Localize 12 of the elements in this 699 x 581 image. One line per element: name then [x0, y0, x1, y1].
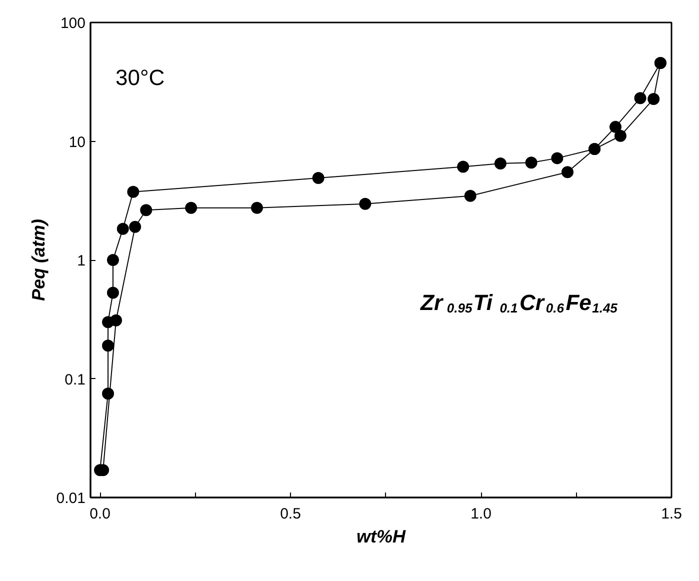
annotation: 30°C: [116, 65, 165, 90]
y-tick-label: 0.01: [56, 490, 86, 507]
y-tick-label: 100: [60, 15, 86, 32]
x-axis-title: wt%H: [356, 526, 406, 546]
y-tick-label: 10: [68, 134, 86, 151]
x-tick-label: 0.5: [280, 506, 301, 522]
x-tick-label: 0.0: [90, 506, 110, 522]
y-axis-title: Peq (atm): [28, 218, 48, 302]
y-tick-label: 0.1: [64, 371, 86, 388]
x-tick-label: 1.5: [661, 506, 682, 522]
y-tick-label: 1: [77, 252, 86, 270]
x-tick-label: 1.0: [470, 506, 492, 522]
